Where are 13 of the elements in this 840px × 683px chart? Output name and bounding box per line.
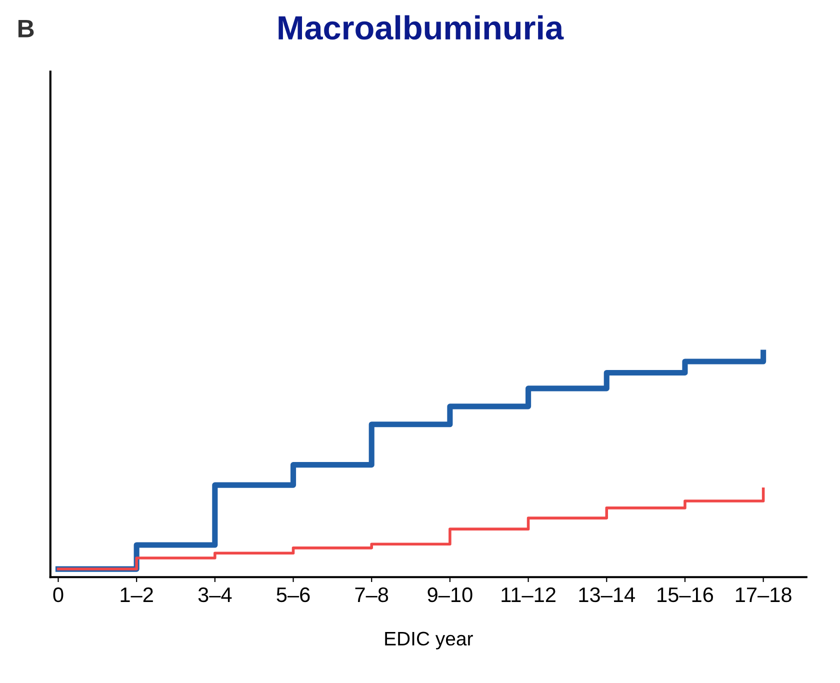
- x-tick-label: 3–4: [198, 587, 232, 602]
- x-tick-label: 17–18: [736, 587, 792, 602]
- x-tick-label: 7–8: [355, 587, 388, 602]
- x-axis-title: EDIC year: [385, 632, 473, 650]
- text: B: [18, 20, 34, 38]
- chart-title: Macroalbuminuria: [278, 15, 564, 40]
- x-tick-label: 9–10: [428, 587, 472, 602]
- x-tick-label: 11–12: [502, 587, 556, 602]
- x-tick-label: 1–2: [120, 587, 153, 602]
- x-tick-label: 0: [53, 587, 64, 602]
- x-tick-label: 5–6: [276, 587, 310, 602]
- x-tick-label: 13–14: [579, 587, 635, 602]
- x-tick-label: 15–16: [658, 587, 714, 602]
